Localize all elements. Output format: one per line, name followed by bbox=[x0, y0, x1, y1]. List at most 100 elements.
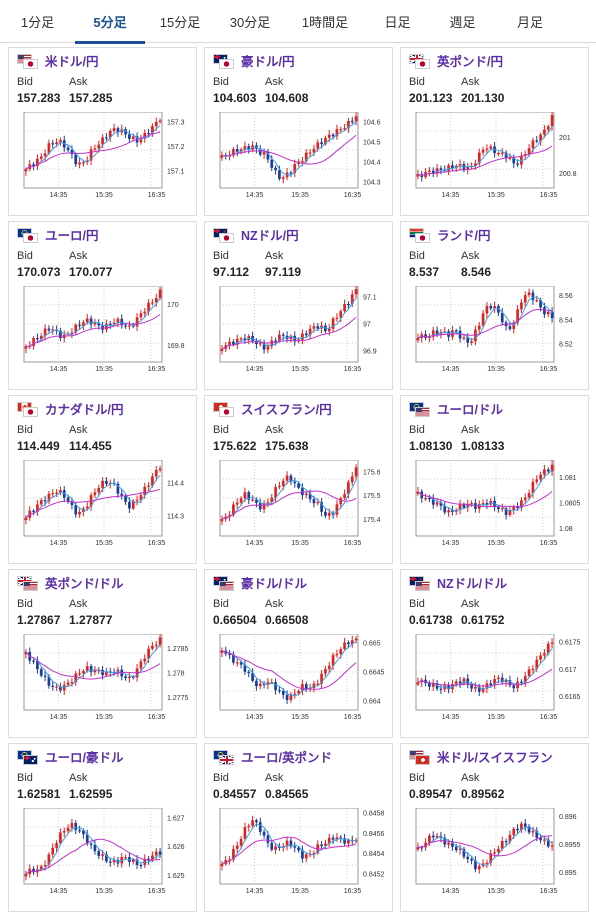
candle-up bbox=[101, 854, 104, 856]
candle-up bbox=[535, 479, 539, 482]
candle-up bbox=[520, 500, 523, 508]
currency-pair-name[interactable]: NZドル/円 bbox=[241, 229, 299, 243]
currency-pair-name[interactable]: 英ポンド/円 bbox=[437, 55, 503, 69]
candle-up bbox=[546, 126, 550, 130]
candle-up bbox=[500, 152, 504, 154]
candle-up bbox=[531, 830, 535, 833]
candle-up bbox=[447, 165, 450, 171]
x-axis-tick-label: 15:35 bbox=[487, 888, 505, 895]
candle-down bbox=[32, 868, 35, 873]
candle-up bbox=[339, 649, 343, 655]
candle-down bbox=[97, 322, 101, 326]
candle-up bbox=[354, 638, 358, 641]
candlestick-chart: 114.4 114.3 14:35 15:35 16:35 bbox=[23, 460, 184, 547]
long-moving-average-line bbox=[221, 490, 357, 520]
candle-up bbox=[508, 510, 512, 516]
candle-up bbox=[474, 163, 477, 166]
long-moving-average-line bbox=[417, 668, 553, 687]
swiss-flag-icon bbox=[415, 755, 430, 765]
rate-card: ユーロ/円 Bid Ask 170.073 170.077 170 169.8 14:35 15… bbox=[8, 221, 197, 390]
tab-3[interactable]: 15分足 bbox=[159, 15, 201, 30]
currency-pair-name[interactable]: NZドル/ドル bbox=[437, 577, 508, 591]
australia-flag-icon bbox=[23, 755, 38, 765]
candle-down bbox=[74, 154, 78, 165]
currency-pair-name[interactable]: 豪ドル/ドル bbox=[241, 577, 307, 591]
candle-up bbox=[493, 679, 496, 686]
candle-down bbox=[120, 318, 124, 326]
candle-down bbox=[270, 842, 274, 850]
candle-up bbox=[474, 686, 477, 689]
y-axis-tick-label: 157.3 bbox=[167, 119, 185, 126]
candle-down bbox=[47, 676, 51, 686]
y-axis-tick-label: 0.895 bbox=[559, 870, 577, 877]
candle-down bbox=[47, 328, 51, 331]
y-axis-tick-label: 0.8452 bbox=[363, 871, 385, 878]
currency-pair-name[interactable]: ユーロ/ドル bbox=[437, 403, 503, 417]
candle-down bbox=[108, 323, 112, 325]
candle-up bbox=[481, 688, 485, 692]
candle-down bbox=[262, 831, 266, 836]
currency-pair-name[interactable]: ランド/円 bbox=[437, 229, 491, 243]
currency-pair-name[interactable]: 英ポンド/ドル bbox=[45, 577, 124, 591]
candle-down bbox=[312, 499, 316, 504]
tab-1[interactable]: 1分足 bbox=[20, 15, 55, 30]
x-axis-tick-label: 15:35 bbox=[291, 192, 309, 199]
currency-pair-name[interactable]: 米ドル/円 bbox=[45, 55, 99, 69]
tab-6[interactable]: 日足 bbox=[384, 15, 411, 30]
us-flag-icon bbox=[415, 581, 430, 591]
candle-up bbox=[308, 152, 312, 154]
currency-pair-name[interactable]: ユーロ/円 bbox=[45, 229, 99, 243]
currency-pair-name[interactable]: 米ドル/スイスフラン bbox=[437, 751, 553, 765]
candle-up bbox=[416, 491, 420, 494]
candle-down bbox=[466, 337, 470, 343]
candle-down bbox=[508, 680, 512, 686]
candle-up bbox=[285, 475, 289, 481]
currency-pair-name[interactable]: 豪ドル/円 bbox=[241, 55, 295, 69]
candle-up bbox=[143, 311, 147, 314]
ask-value: 8.546 bbox=[461, 265, 492, 279]
tab-2[interactable]: 5分足 bbox=[75, 0, 145, 44]
candle-down bbox=[139, 864, 143, 867]
y-axis-tick-label: 1.625 bbox=[167, 873, 185, 880]
candle-up bbox=[543, 839, 546, 841]
tab-7[interactable]: 週足 bbox=[449, 15, 476, 30]
currency-pair-name[interactable]: ユーロ/豪ドル bbox=[45, 751, 124, 765]
currency-pair-name[interactable]: スイスフラン/円 bbox=[241, 403, 332, 417]
currency-pair-name[interactable]: ユーロ/英ポンド bbox=[241, 751, 332, 765]
y-axis-tick-label: 0.6175 bbox=[559, 640, 581, 647]
tab-4[interactable]: 30分足 bbox=[229, 15, 271, 30]
candle-down bbox=[51, 685, 55, 687]
candle-up bbox=[312, 148, 316, 153]
candle-up bbox=[51, 329, 55, 331]
candle-up bbox=[500, 508, 504, 510]
candle-up bbox=[251, 820, 254, 826]
bid-label: Bid bbox=[17, 76, 33, 88]
candle-down bbox=[270, 159, 274, 168]
candle-up bbox=[481, 313, 485, 326]
candle-down bbox=[258, 148, 262, 155]
candle-down bbox=[320, 844, 323, 846]
rate-card: 米ドル/円 Bid Ask 157.283 157.285 157.3 157.2 157.1… bbox=[8, 47, 197, 216]
candle-down bbox=[546, 469, 550, 472]
candle-down bbox=[89, 666, 93, 673]
candlestick-chart: 1.2785 1.278 1.2775 14:35 15:35 16:35 bbox=[23, 634, 189, 721]
tab-5[interactable]: 1時間足 bbox=[301, 15, 349, 30]
x-axis-tick-label: 16:35 bbox=[344, 366, 362, 373]
y-axis-tick-label: 1.081 bbox=[559, 475, 577, 482]
rate-card: スイスフラン/円 Bid Ask 175.622 175.638 175.6 175.5 17… bbox=[204, 395, 393, 564]
candlestick-chart: 0.8458 0.8456 0.8454 0.8452 14:35 15:35 16:35 bbox=[219, 808, 385, 895]
bid-value: 170.073 bbox=[17, 265, 61, 279]
candle-up bbox=[232, 848, 235, 860]
currency-pair-name[interactable]: カナダドル/円 bbox=[45, 403, 124, 417]
candle-up bbox=[24, 517, 28, 521]
candle-down bbox=[454, 330, 458, 332]
candle-up bbox=[43, 328, 47, 336]
candle-up bbox=[350, 294, 354, 305]
candle-up bbox=[158, 637, 162, 645]
candle-down bbox=[439, 168, 443, 170]
candle-down bbox=[462, 504, 466, 508]
candle-up bbox=[527, 493, 531, 498]
candle-down bbox=[70, 501, 74, 505]
tab-8[interactable]: 月足 bbox=[516, 15, 543, 30]
candle-up bbox=[316, 142, 320, 149]
